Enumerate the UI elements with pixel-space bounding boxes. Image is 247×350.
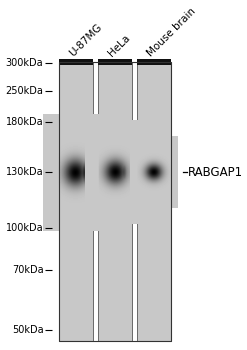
Text: RABGAP1: RABGAP1: [188, 166, 243, 179]
Text: Mouse brain: Mouse brain: [146, 7, 198, 59]
Text: 50kDa: 50kDa: [12, 325, 43, 335]
Text: 180kDa: 180kDa: [6, 117, 43, 127]
Bar: [98, 59, 132, 65]
Text: 70kDa: 70kDa: [12, 265, 43, 275]
Text: 130kDa: 130kDa: [6, 167, 43, 177]
Text: 250kDa: 250kDa: [5, 86, 43, 96]
Bar: [59, 62, 170, 341]
Text: U-87MG: U-87MG: [68, 22, 104, 59]
Bar: [137, 62, 170, 341]
Text: 300kDa: 300kDa: [6, 58, 43, 68]
Text: HeLa: HeLa: [107, 33, 132, 59]
Bar: [59, 62, 93, 341]
Bar: [137, 59, 170, 65]
Bar: [98, 62, 132, 341]
Text: 100kDa: 100kDa: [6, 223, 43, 233]
Bar: [59, 59, 93, 65]
